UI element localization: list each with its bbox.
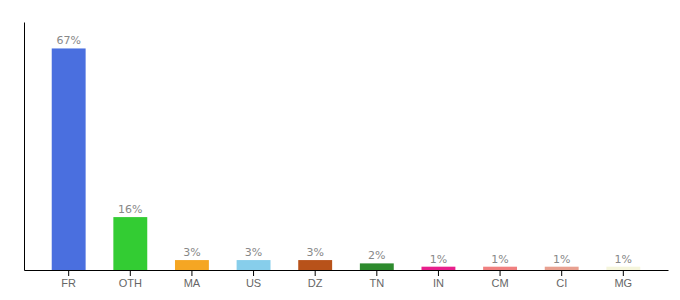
x-tick-mark [68, 270, 69, 276]
x-tick: CI [556, 270, 567, 289]
x-tick-mark [500, 270, 501, 276]
bar [483, 267, 517, 270]
bar [113, 217, 147, 270]
bar [237, 260, 271, 270]
x-tick-label: DZ [308, 277, 323, 289]
y-axis [24, 23, 25, 271]
data-label: 2% [368, 249, 385, 262]
data-label: 16% [118, 203, 142, 216]
data-labels: 67% 16% 3% 3% 3% 2% 1% 1% 1% 1% [56, 34, 632, 265]
x-axis-line [25, 270, 669, 271]
x-tick: OTH [119, 270, 142, 289]
x-tick: MA [184, 270, 201, 289]
chart: FR OTH MA US DZ TN IN CM CI MG 67% 16% 3% 3% 3% 2% 1% 1% 1… [0, 0, 680, 300]
x-tick-label: TN [369, 277, 384, 289]
x-tick-label: IN [433, 277, 444, 289]
bar [360, 263, 394, 270]
x-tick: MG [614, 270, 632, 289]
x-tick-mark [191, 270, 192, 276]
x-tick-label: CM [492, 277, 509, 289]
x-tick: IN [433, 270, 444, 289]
bar [175, 260, 209, 270]
x-tick: FR [61, 270, 76, 289]
data-label: 1% [553, 253, 570, 266]
x-tick-mark [315, 270, 316, 276]
x-tick: US [246, 270, 261, 289]
x-tick: TN [369, 270, 384, 289]
x-tick-label: CI [556, 277, 567, 289]
bar [298, 260, 332, 270]
x-tick-mark [438, 270, 439, 276]
x-axis: FR OTH MA US DZ TN IN CM CI MG [25, 270, 669, 289]
data-label: 3% [183, 246, 200, 259]
bar [52, 48, 86, 270]
data-label: 1% [491, 253, 508, 266]
data-label: 67% [56, 34, 80, 47]
data-label: 1% [615, 253, 632, 266]
x-tick-mark [253, 270, 254, 276]
bars [52, 48, 641, 270]
bar [606, 267, 640, 270]
data-label: 1% [430, 253, 447, 266]
x-tick-mark [376, 270, 377, 276]
x-tick-mark [130, 270, 131, 276]
data-label: 3% [306, 246, 323, 259]
y-axis-line [24, 23, 25, 271]
x-tick: CM [492, 270, 509, 289]
x-tick-label: US [246, 277, 261, 289]
bar [545, 267, 579, 270]
bar [421, 267, 455, 270]
x-tick-mark [623, 270, 624, 276]
x-tick-label: FR [61, 277, 76, 289]
x-tick-label: MA [184, 277, 201, 289]
x-tick-label: MG [614, 277, 632, 289]
x-tick-mark [561, 270, 562, 276]
x-tick: DZ [308, 270, 323, 289]
x-tick-label: OTH [119, 277, 142, 289]
data-label: 3% [245, 246, 262, 259]
